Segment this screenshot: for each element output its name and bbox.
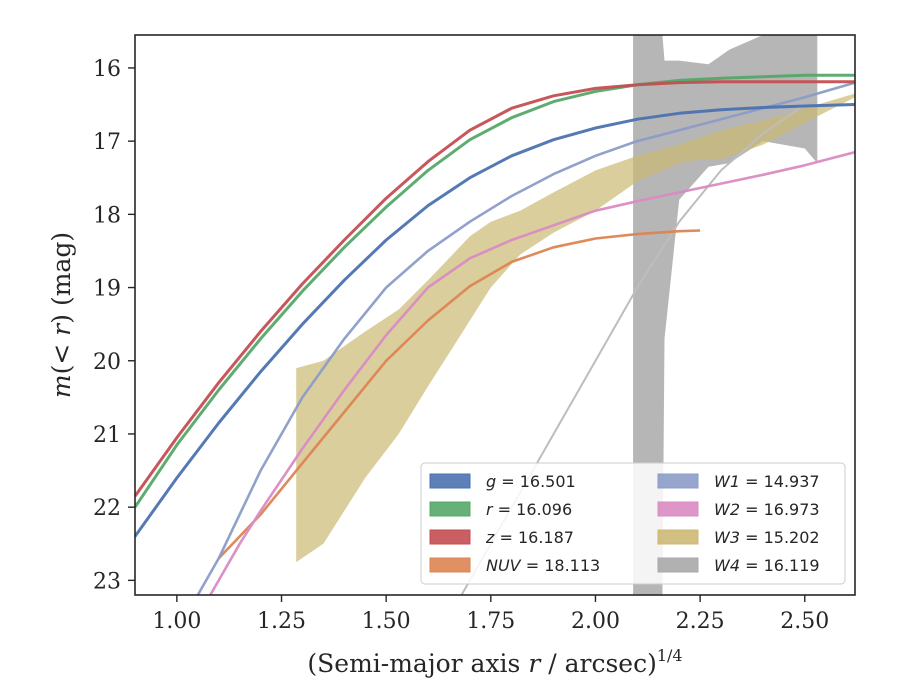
line-w1 bbox=[196, 81, 855, 595]
legend-label-z: z = 16.187 bbox=[485, 528, 574, 547]
y-tick-label: 21 bbox=[93, 423, 121, 448]
y-axis-label-close: ) (mag) bbox=[47, 232, 76, 324]
x-axis-label-exponent: 1/4 bbox=[657, 646, 683, 665]
y-tick-label: 16 bbox=[93, 57, 121, 82]
legend-swatch-w1 bbox=[657, 473, 699, 489]
line-r bbox=[135, 73, 855, 509]
line-nuv bbox=[217, 229, 701, 560]
x-tick-label: 2.00 bbox=[571, 609, 620, 634]
plot-area bbox=[135, 35, 855, 595]
x-tick-label: 2.25 bbox=[676, 609, 725, 634]
plot-frame bbox=[134, 34, 856, 596]
legend-label-w3: W3 = 15.202 bbox=[714, 528, 820, 547]
y-axis-label-m: m bbox=[47, 374, 76, 398]
line-z bbox=[135, 80, 855, 498]
y-tick-label: 22 bbox=[93, 496, 121, 521]
x-tick-label: 1.25 bbox=[257, 609, 306, 634]
legend: g = 16.501 r = 16.096 z = 16.187 NUV = 18.1… bbox=[420, 462, 846, 585]
band-w3 bbox=[296, 93, 855, 563]
legend-frame bbox=[420, 462, 846, 585]
y-tick-label: 20 bbox=[93, 350, 121, 375]
legend-swatch-r bbox=[429, 501, 471, 517]
legend-label-w2: W2 = 16.973 bbox=[714, 500, 820, 519]
x-tick-label: 1.00 bbox=[152, 609, 201, 634]
x-axis-label-unit: / arcsec) bbox=[540, 649, 657, 678]
legend-label-r: r = 16.096 bbox=[486, 500, 572, 519]
legend-label-w1: W1 = 14.937 bbox=[714, 472, 820, 491]
y-axis-label: m(< r) (mag) bbox=[47, 232, 76, 398]
y-tick-label: 19 bbox=[93, 277, 121, 302]
line-g bbox=[135, 103, 855, 538]
legend-swatch-w2 bbox=[657, 501, 699, 517]
legend-swatch-w4 bbox=[657, 557, 699, 573]
legend-label-w4: W4 = 16.119 bbox=[714, 556, 820, 575]
legend-swatch-g bbox=[429, 473, 471, 489]
band-w4 bbox=[633, 35, 818, 595]
x-tick-label: 1.50 bbox=[362, 609, 411, 634]
x-tick-label: 2.50 bbox=[780, 609, 829, 634]
legend-label-nuv: NUV = 18.113 bbox=[486, 556, 600, 575]
legend-swatch-nuv bbox=[429, 557, 471, 573]
y-tick-label: 23 bbox=[93, 569, 121, 594]
x-axis-label-var: r bbox=[528, 649, 542, 678]
legend-label-g: g = 16.501 bbox=[486, 472, 576, 491]
x-axis-label-main: (Semi-major axis bbox=[307, 649, 528, 678]
x-tick-label: 1.75 bbox=[466, 609, 515, 634]
y-tick-label: 18 bbox=[93, 203, 121, 228]
y-tick-label: 17 bbox=[93, 130, 121, 155]
y-axis-label-open: ( bbox=[47, 365, 76, 375]
x-axis: 1.00 1.25 1.50 1.75 2.00 2.25 2.50 bbox=[152, 595, 829, 634]
x-axis-label: (Semi-major axis r / arcsec)1/4 bbox=[307, 646, 682, 678]
y-axis: 16 17 18 19 20 21 22 23 bbox=[93, 57, 135, 594]
legend-swatch-z bbox=[429, 529, 471, 545]
y-axis-label-r: r bbox=[47, 322, 76, 336]
line-w2 bbox=[209, 150, 855, 595]
y-axis-label-lt: < bbox=[47, 336, 76, 365]
legend-swatch-w3 bbox=[657, 529, 699, 545]
